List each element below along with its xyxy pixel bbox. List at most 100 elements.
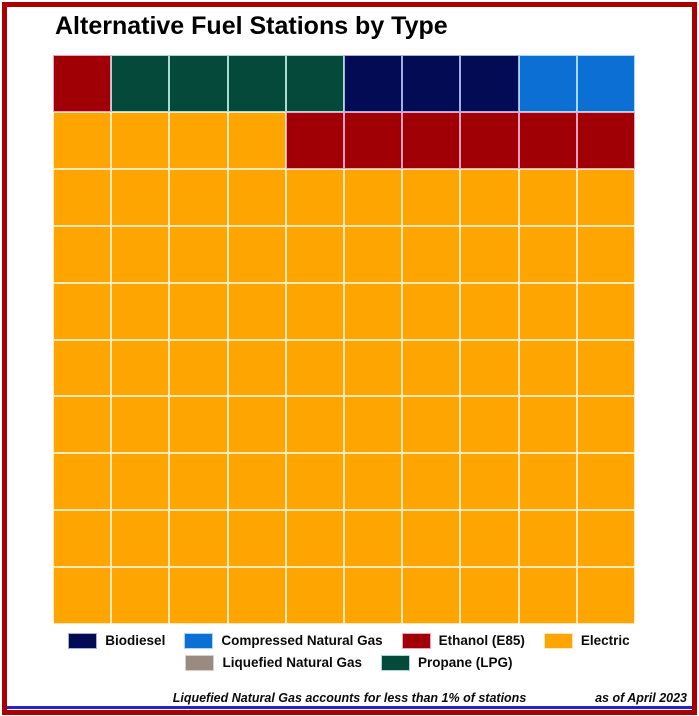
waffle-cell xyxy=(576,396,636,454)
legend-swatch-lng xyxy=(185,654,215,671)
legend-row: Biodiesel Compressed Natural Gas Ethanol (… xyxy=(68,632,630,649)
legend-item-biodiesel: Biodiesel xyxy=(68,632,166,649)
legend-label: Electric xyxy=(580,633,630,648)
waffle-cell xyxy=(227,339,286,397)
waffle-cell xyxy=(518,282,577,340)
waffle-cell xyxy=(402,225,461,283)
waffle-cell xyxy=(52,168,112,226)
waffle-cell xyxy=(402,339,461,397)
waffle-cell xyxy=(111,282,170,340)
waffle-cell xyxy=(518,339,577,397)
waffle-cell xyxy=(518,453,577,511)
waffle-cell xyxy=(227,453,286,511)
waffle-cell xyxy=(169,225,228,283)
waffle-cell xyxy=(285,510,345,568)
waffle-cell xyxy=(169,567,228,624)
waffle-cell xyxy=(52,55,112,112)
waffle-cell xyxy=(518,510,577,568)
waffle-cell xyxy=(285,225,345,283)
waffle-cell xyxy=(169,510,228,568)
waffle-cell xyxy=(518,55,577,112)
legend-swatch-biodiesel xyxy=(68,632,98,649)
waffle-cell xyxy=(343,55,403,112)
waffle-cell xyxy=(402,396,461,454)
waffle-cell xyxy=(576,168,636,226)
waffle-cell xyxy=(343,396,403,454)
waffle-cell xyxy=(52,339,112,397)
legend-label: Ethanol (E85) xyxy=(438,633,525,648)
waffle-cell xyxy=(52,111,112,169)
waffle-cell xyxy=(111,396,170,454)
waffle-cell xyxy=(169,453,228,511)
waffle-cell xyxy=(460,567,519,624)
waffle-cell xyxy=(402,111,461,169)
chart-title: Alternative Fuel Stations by Type xyxy=(55,12,448,40)
waffle-cell xyxy=(460,225,519,283)
waffle-cell xyxy=(402,282,461,340)
waffle-cell xyxy=(402,55,461,112)
waffle-cell xyxy=(460,111,519,169)
legend-row: Liquefied Natural Gas Propane (LPG) xyxy=(185,654,513,671)
waffle-cell xyxy=(169,339,228,397)
waffle-cell xyxy=(576,282,636,340)
waffle-cell xyxy=(343,510,403,568)
waffle-cell xyxy=(111,510,170,568)
legend-item-ethanol: Ethanol (E85) xyxy=(401,632,525,649)
legend-label: Liquefied Natural Gas xyxy=(222,655,362,670)
waffle-cell xyxy=(111,168,170,226)
waffle-cell xyxy=(460,510,519,568)
waffle-cell xyxy=(227,55,286,112)
waffle-cell xyxy=(52,453,112,511)
waffle-cell xyxy=(576,339,636,397)
waffle-cell xyxy=(169,111,228,169)
waffle-cell xyxy=(518,111,577,169)
waffle-cell xyxy=(111,453,170,511)
waffle-cell xyxy=(343,567,403,624)
waffle-cell xyxy=(111,225,170,283)
waffle-cell xyxy=(169,282,228,340)
waffle-cell xyxy=(576,510,636,568)
waffle-cell xyxy=(343,282,403,340)
waffle-cell xyxy=(460,55,519,112)
waffle-cell xyxy=(52,396,112,454)
waffle-cell xyxy=(111,111,170,169)
waffle-cell xyxy=(111,55,170,112)
footer: Liquefied Natural Gas accounts for less … xyxy=(12,691,687,706)
waffle-cell xyxy=(343,111,403,169)
waffle-cell xyxy=(518,225,577,283)
legend-item-lng: Liquefied Natural Gas xyxy=(185,654,362,671)
waffle-cell xyxy=(227,567,286,624)
footnote: Liquefied Natural Gas accounts for less … xyxy=(172,691,527,705)
waffle-cell xyxy=(460,282,519,340)
waffle-cell xyxy=(227,510,286,568)
waffle-cell xyxy=(227,396,286,454)
legend-swatch-ethanol xyxy=(401,632,431,649)
waffle-cell xyxy=(111,567,170,624)
waffle-cell xyxy=(285,339,345,397)
waffle-cell xyxy=(460,453,519,511)
waffle-cell xyxy=(169,396,228,454)
waffle-cell xyxy=(402,510,461,568)
waffle-cell xyxy=(227,168,286,226)
waffle-cell xyxy=(52,282,112,340)
waffle-cell xyxy=(460,339,519,397)
legend-item-electric: Electric xyxy=(543,632,630,649)
legend-swatch-electric xyxy=(543,632,573,649)
waffle-cell xyxy=(169,168,228,226)
bottom-accent-line xyxy=(7,706,692,709)
waffle-grid xyxy=(52,55,636,624)
legend-label: Biodiesel xyxy=(105,633,166,648)
waffle-cell xyxy=(52,510,112,568)
waffle-cell xyxy=(285,396,345,454)
legend-label: Propane (LPG) xyxy=(418,655,513,670)
waffle-cell xyxy=(111,339,170,397)
legend-item-cng: Compressed Natural Gas xyxy=(184,632,383,649)
waffle-cell xyxy=(52,567,112,624)
legend-label: Compressed Natural Gas xyxy=(221,633,383,648)
legend-swatch-cng xyxy=(184,632,214,649)
waffle-cell xyxy=(576,567,636,624)
legend-swatch-propane xyxy=(381,654,410,671)
waffle-cell xyxy=(402,453,461,511)
waffle-cell xyxy=(343,453,403,511)
waffle-cell xyxy=(402,168,461,226)
